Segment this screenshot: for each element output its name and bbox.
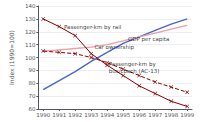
svg-text:110: 110: [25, 42, 36, 48]
svg-text:130: 130: [25, 16, 36, 22]
svg-text:120: 120: [25, 29, 36, 35]
svg-text:1990: 1990: [36, 112, 50, 118]
svg-text:1995: 1995: [116, 112, 130, 118]
svg-text:1999: 1999: [180, 112, 194, 118]
svg-text:100: 100: [25, 55, 36, 61]
svg-text:90: 90: [28, 67, 35, 73]
svg-text:60: 60: [28, 106, 35, 112]
svg-text:Index (1990=100): Index (1990=100): [8, 30, 15, 85]
svg-text:GDP per capita: GDP per capita: [128, 36, 169, 43]
svg-text:Car ownership: Car ownership: [94, 44, 134, 51]
svg-text:Passenger-km by: Passenger-km by: [108, 61, 156, 68]
svg-text:1998: 1998: [164, 112, 178, 118]
svg-text:1997: 1997: [148, 112, 162, 118]
svg-text:70: 70: [28, 93, 35, 99]
svg-text:1992: 1992: [68, 112, 82, 118]
svg-text:1996: 1996: [132, 112, 146, 118]
svg-text:140: 140: [25, 3, 36, 9]
svg-text:80: 80: [28, 80, 35, 86]
svg-text:Passenger-km by rail: Passenger-km by rail: [64, 24, 122, 31]
svg-text:bus/coach (AC-13): bus/coach (AC-13): [109, 68, 160, 74]
svg-text:1991: 1991: [52, 112, 66, 118]
svg-text:1994: 1994: [100, 112, 114, 118]
svg-text:1993: 1993: [84, 112, 98, 118]
